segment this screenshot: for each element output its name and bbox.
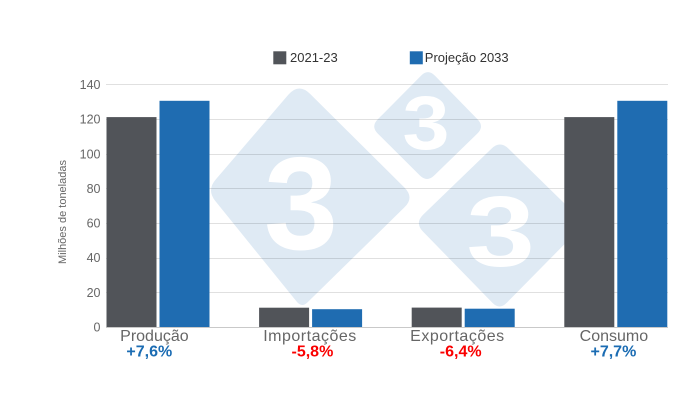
svg-text:Importações: Importações <box>263 328 357 345</box>
svg-text:40: 40 <box>87 251 101 265</box>
svg-text:Produção: Produção <box>120 328 189 345</box>
svg-text:-6,4%: -6,4% <box>440 343 482 360</box>
svg-text:140: 140 <box>80 78 101 92</box>
svg-text:Consumo: Consumo <box>580 328 649 345</box>
svg-text:+7,6%: +7,6% <box>126 343 172 360</box>
svg-text:2021-23: 2021-23 <box>290 50 338 65</box>
svg-text:20: 20 <box>87 286 101 300</box>
svg-text:Milhões de toneladas: Milhões de toneladas <box>57 160 69 264</box>
svg-text:3: 3 <box>403 81 450 166</box>
svg-text:100: 100 <box>80 147 101 161</box>
svg-text:+7,7%: +7,7% <box>590 343 636 360</box>
svg-text:-5,8%: -5,8% <box>292 343 334 360</box>
svg-text:Exportações: Exportações <box>410 328 504 345</box>
svg-text:80: 80 <box>87 182 101 196</box>
svg-text:120: 120 <box>80 113 101 127</box>
svg-text:3: 3 <box>466 176 535 288</box>
svg-text:60: 60 <box>87 217 101 231</box>
svg-text:0: 0 <box>94 321 101 335</box>
svg-text:3: 3 <box>264 130 338 277</box>
svg-text:Projeção 2033: Projeção 2033 <box>425 50 509 65</box>
